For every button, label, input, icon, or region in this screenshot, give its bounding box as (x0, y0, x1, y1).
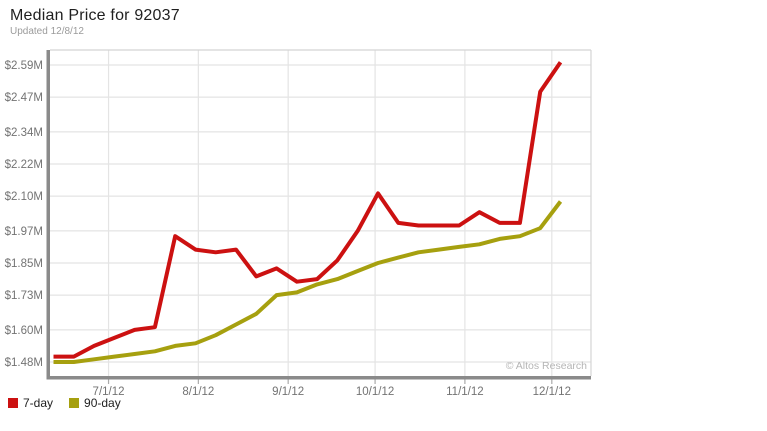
legend-item-90-day: 90-day (69, 396, 121, 410)
y-tick-label: $2.10M (5, 191, 43, 203)
y-tick-label: $2.47M (5, 92, 43, 104)
series-line-7-day (53, 61, 563, 359)
legend-label-7-day: 7-day (23, 396, 54, 410)
x-tick-label: 9/1/12 (272, 386, 304, 398)
legend-item-7-day: 7-day (8, 396, 53, 410)
x-tick-label: 11/1/12 (446, 386, 484, 398)
chart-subtitle: Updated 12/8/12 (10, 26, 84, 37)
x-axis-bar (46, 376, 591, 380)
y-tick-label: $2.59M (5, 60, 43, 72)
legend-swatch-7-day-icon (8, 398, 18, 408)
chart-legend: 7-day 90-day (8, 396, 137, 410)
chart-title: Median Price for 92037 (10, 7, 180, 24)
y-tick-label: $2.22M (5, 159, 43, 171)
y-tick-label: $1.73M (5, 290, 43, 302)
y-tick-label: $1.97M (5, 226, 43, 238)
y-tick-label: $1.60M (5, 325, 43, 337)
y-tick-label: $1.48M (5, 357, 43, 369)
series-line-90-day (53, 200, 563, 364)
legend-label-90-day: 90-day (84, 396, 121, 410)
y-tick-label: $2.34M (5, 127, 43, 139)
x-tick-label: 10/1/12 (356, 386, 394, 398)
watermark-text: © Altos Research (506, 360, 587, 372)
x-tick-label: 8/1/12 (182, 386, 214, 398)
legend-swatch-90-day-icon (69, 398, 80, 408)
x-tick-label: 7/1/12 (93, 386, 125, 398)
y-axis-bar (46, 50, 50, 380)
x-tick-label: 12/1/12 (533, 386, 571, 398)
y-tick-label: $1.85M (5, 258, 43, 270)
